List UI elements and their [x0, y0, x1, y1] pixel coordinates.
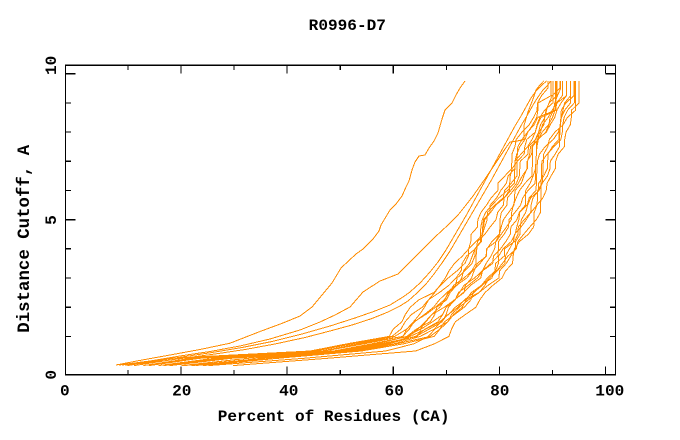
- svg-text:60: 60: [385, 383, 404, 401]
- svg-text:80: 80: [490, 383, 509, 401]
- svg-text:Distance Cutoff, A: Distance Cutoff, A: [16, 144, 35, 332]
- svg-text:Percent of Residues (CA): Percent of Residues (CA): [218, 408, 450, 426]
- svg-text:40: 40: [279, 383, 298, 401]
- svg-text:10: 10: [43, 56, 61, 75]
- svg-text:0: 0: [60, 383, 70, 401]
- svg-text:5: 5: [43, 215, 61, 225]
- svg-text:100: 100: [595, 383, 624, 401]
- svg-text:R0996-D7: R0996-D7: [309, 17, 386, 35]
- svg-text:20: 20: [172, 383, 191, 401]
- svg-text:0: 0: [43, 370, 61, 380]
